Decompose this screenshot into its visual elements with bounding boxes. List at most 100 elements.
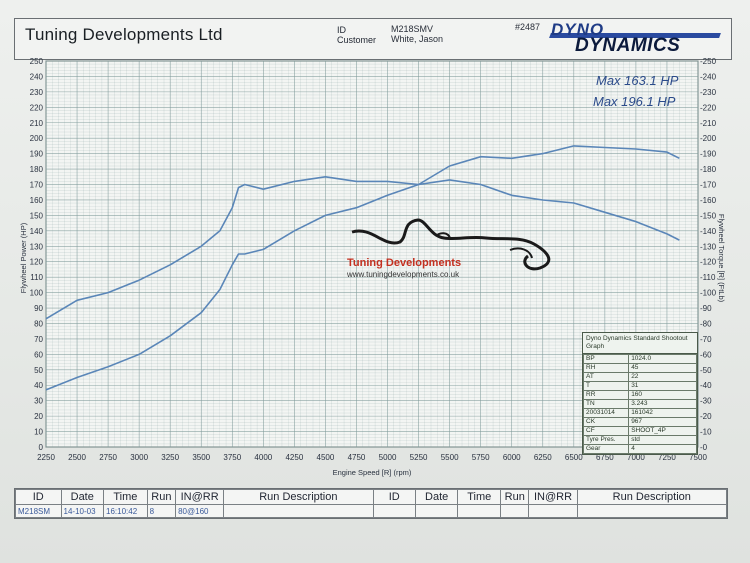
info-value: 160	[628, 390, 697, 400]
info-value: 967	[628, 417, 697, 427]
id-label: ID	[337, 25, 346, 35]
run-header-cell: Run Description	[576, 489, 728, 505]
run-data-cell	[414, 504, 459, 518]
info-key: CF	[582, 426, 630, 436]
info-row: AT 22	[582, 372, 697, 382]
y-right-tick-label: -140	[700, 227, 717, 236]
y-right-tick-label: -120	[700, 258, 717, 267]
dyno-dynamics-logo: DYNO DYNAMICS	[547, 20, 725, 56]
run-data-cell: 16:10:42	[103, 504, 148, 518]
x-tick-label: 4750	[348, 453, 366, 462]
info-key: Tyre Pres.	[582, 435, 630, 445]
run-data-cell	[528, 504, 578, 518]
x-tick-label: 7500	[689, 453, 707, 462]
logo-text-bottom: DYNAMICS	[575, 35, 681, 56]
y-right-tick-label: -90	[700, 304, 712, 313]
y-right-tick-label: -50	[700, 366, 712, 375]
y-left-tick-label: 250	[30, 57, 44, 66]
y-right-tick-label: -170	[700, 181, 717, 190]
y-left-tick-label: 210	[30, 119, 44, 128]
x-tick-label: 2750	[99, 453, 117, 462]
max-power-annotation: Max 163.1 HP	[596, 73, 679, 88]
run-header-cell: Time	[103, 489, 148, 505]
watermark-logo: Tuning Developments www.tuningdevelopmen…	[346, 218, 551, 279]
header-panel: Tuning Developments Ltd ID Customer M218…	[14, 18, 732, 60]
info-key: TN	[582, 399, 630, 409]
x-tick-label: 5750	[472, 453, 490, 462]
info-value: 161042	[628, 408, 697, 418]
x-tick-label: 7250	[658, 453, 676, 462]
run-data-cell: 14-10-03	[60, 504, 104, 518]
info-key: T	[582, 381, 630, 391]
run-header-cell: ID	[372, 489, 416, 505]
x-tick-label: 5250	[410, 453, 428, 462]
y-right-tick-label: -100	[700, 289, 717, 298]
info-row: TN 3.243	[582, 399, 697, 409]
x-tick-label: 5500	[441, 453, 459, 462]
y-left-tick-label: 180	[30, 165, 44, 174]
y-left-tick-label: 140	[30, 227, 44, 236]
y-right-tick-label: -110	[700, 273, 716, 282]
id-value: M218SMV	[391, 24, 434, 34]
y-left-tick-label: 110	[30, 273, 43, 282]
y-left-tick-labels: 0 10 20 30 40 50 60 70 80 90 100 110 120 130 140 150 160…	[30, 57, 44, 452]
y-left-tick-label: 60	[34, 350, 43, 359]
info-key: 20031014	[582, 408, 630, 418]
y-right-tick-label: -40	[700, 381, 712, 390]
info-table: BP 1024.0 RH 45 AT 22 T 31 RR 160 TN 3.243 20031014 1…	[582, 354, 697, 454]
info-row: 20031014 161042	[582, 408, 697, 418]
y-left-tick-label: 70	[34, 335, 43, 344]
x-tick-label: 4500	[317, 453, 335, 462]
x-tick-label: 6250	[534, 453, 552, 462]
watermark-swoosh-icon	[351, 218, 551, 271]
y-right-axis-label: Flywheel Torque [R] (FtLb)	[717, 214, 726, 303]
series-group	[45, 145, 680, 391]
run-header-cell: IN@RR	[528, 489, 578, 505]
run-header-cell: Date	[414, 489, 459, 505]
run-header-cell: IN@RR	[175, 489, 225, 505]
y-left-tick-label: 190	[30, 150, 44, 159]
x-tick-label: 7000	[627, 453, 645, 462]
y-left-tick-label: 130	[30, 242, 44, 251]
run-table-row: M218SM 14-10-03 16:10:42 8 80@160	[15, 504, 728, 518]
run-data-cell	[500, 504, 530, 518]
y-right-tick-label: -0	[700, 443, 708, 452]
y-right-tick-label: -190	[700, 150, 717, 159]
watermark-accent-icon	[435, 232, 533, 259]
info-value: std	[628, 435, 697, 445]
x-tick-label: 2250	[37, 453, 55, 462]
x-tick-label: 6500	[565, 453, 583, 462]
info-value: 45	[628, 363, 697, 373]
run-header-cell: Date	[60, 489, 104, 505]
info-row: BP 1024.0	[582, 354, 697, 364]
run-data-cell	[372, 504, 416, 518]
info-key: BP	[582, 354, 630, 364]
run-data-cell: M218SM	[15, 504, 62, 518]
y-right-tick-label: -250	[700, 57, 717, 66]
info-value: SHOOT_4P	[628, 426, 697, 436]
y-right-tick-label: -220	[700, 103, 717, 112]
run-data-cell	[223, 504, 374, 518]
x-tick-label: 5000	[379, 453, 397, 462]
y-left-tick-label: 30	[34, 397, 43, 406]
y-right-tick-label: -150	[700, 211, 717, 220]
y-left-tick-label: 20	[34, 412, 43, 421]
max-torque-annotation: Max 196.1 HP	[593, 94, 676, 109]
watermark-url: www.tuningdevelopments.co.uk	[346, 270, 460, 279]
x-tick-label: 3250	[161, 453, 179, 462]
y-right-tick-label: -70	[700, 335, 712, 344]
run-data-cell: 8	[146, 504, 177, 518]
y-right-tick-label: -130	[700, 242, 717, 251]
run-number: #2487	[515, 22, 541, 32]
series-line-1	[45, 145, 680, 391]
info-box: Dyno Dynamics Standard Shootout Graph BP…	[582, 332, 698, 455]
y-right-tick-labels: -0 -10 -20 -30 -40 -50 -60 -70 -80 -90 -100 -110 -12…	[700, 57, 717, 452]
run-header-cell: Time	[457, 489, 502, 505]
watermark-name: Tuning Developments	[347, 257, 461, 269]
run-table: ID Date Time Run IN@RR Run Description ID Date T…	[14, 488, 728, 519]
run-data-cell	[457, 504, 502, 518]
x-tick-label: 3000	[130, 453, 148, 462]
info-value: 4	[628, 444, 697, 454]
y-right-tick-label: -30	[700, 397, 712, 406]
y-left-tick-label: 0	[39, 443, 44, 452]
